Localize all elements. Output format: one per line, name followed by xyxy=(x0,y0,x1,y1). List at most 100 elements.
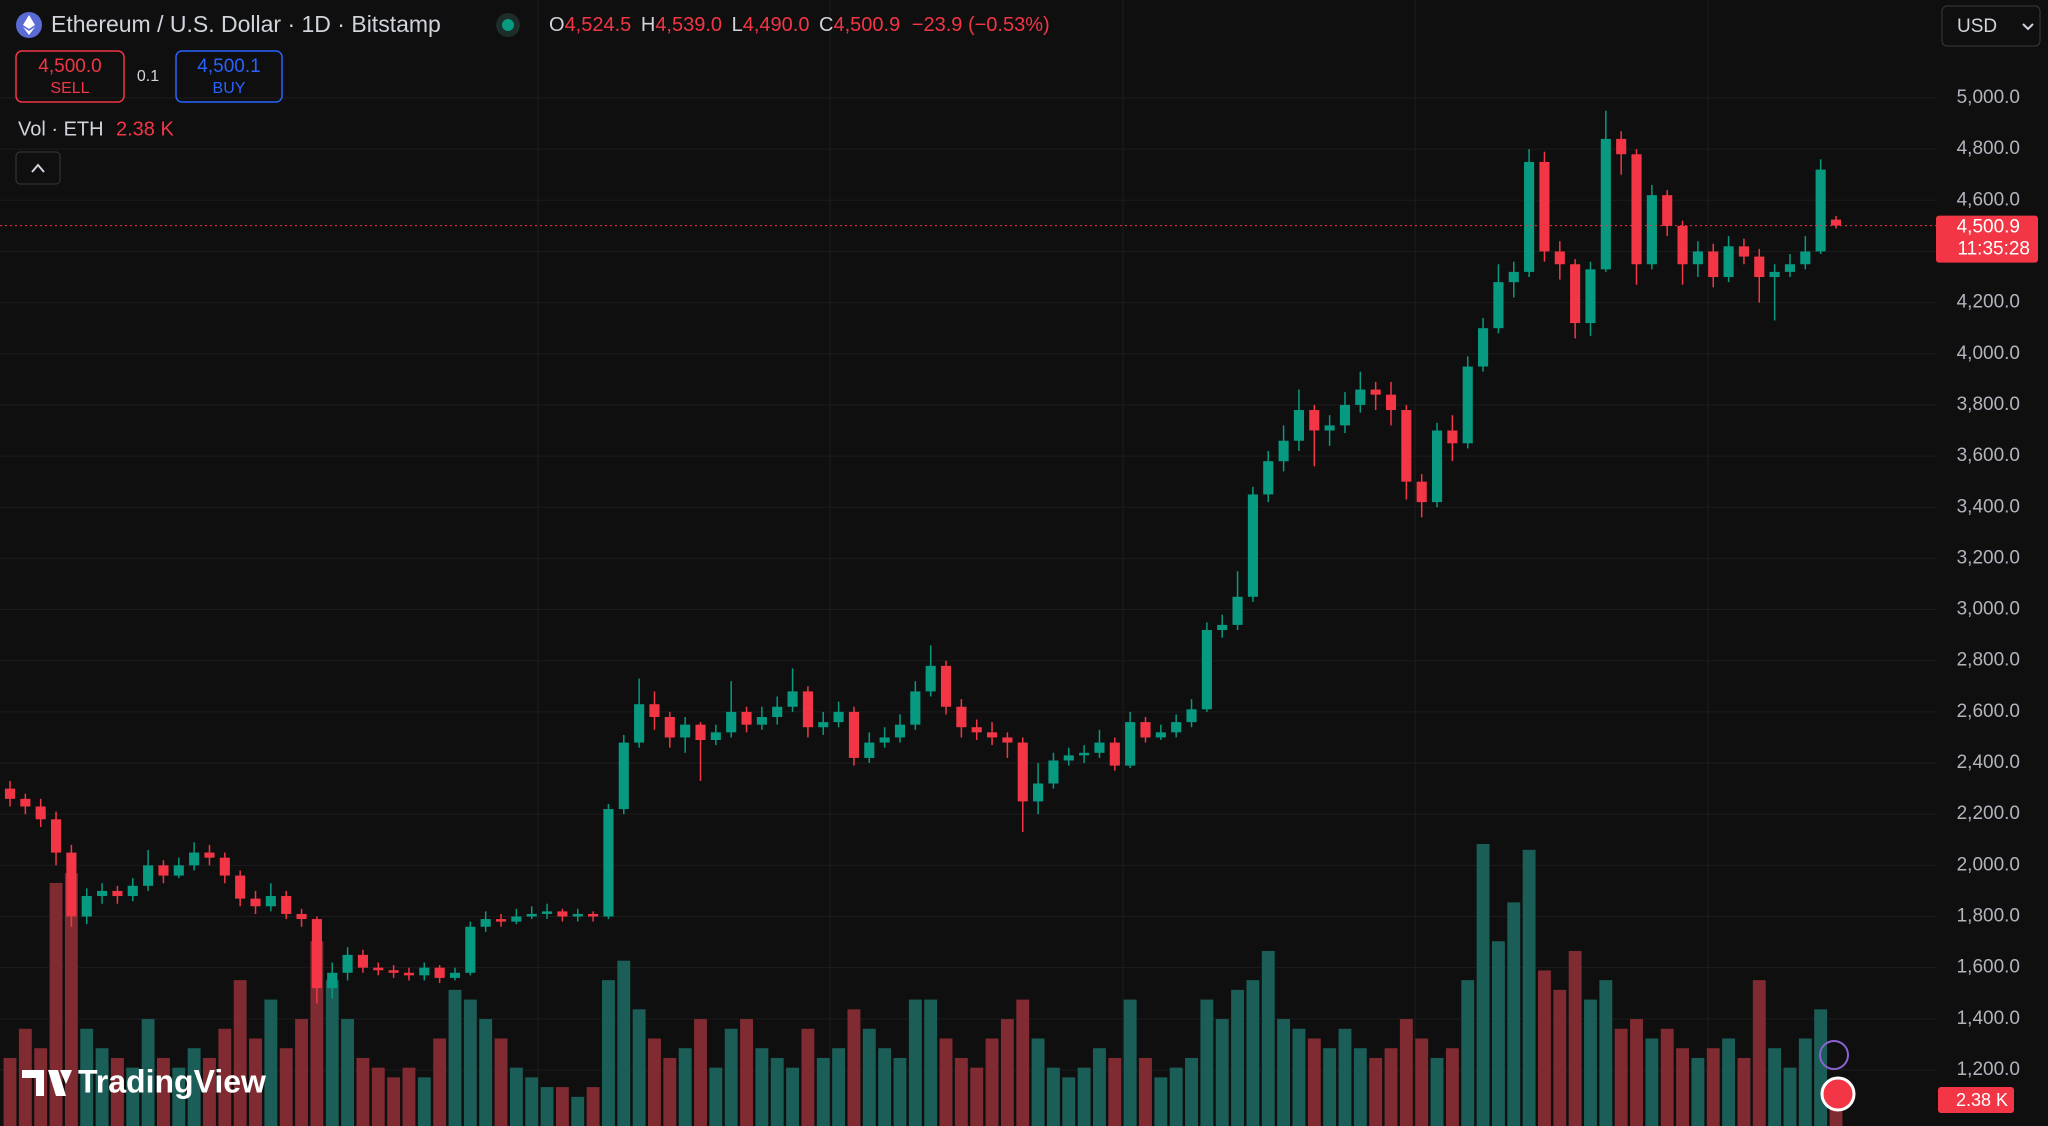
candle-body xyxy=(1769,271,1780,278)
volume-bar xyxy=(878,1048,892,1126)
volume-bar xyxy=(1169,1067,1183,1126)
candle-body xyxy=(327,972,338,989)
volume-bar xyxy=(64,873,78,1126)
candle-body xyxy=(1478,328,1489,367)
candle-body xyxy=(1600,138,1611,270)
volume-bar xyxy=(1000,1019,1014,1126)
region-flag[interactable] xyxy=(1820,1076,1856,1112)
volume-bar xyxy=(341,1019,355,1126)
candle-body xyxy=(710,732,721,741)
candle-body xyxy=(1355,389,1366,405)
y-tick-label: 4,600.0 xyxy=(1957,189,2020,210)
candle-body xyxy=(1738,246,1749,257)
y-tick-label: 1,800.0 xyxy=(1957,906,2020,927)
candle-body xyxy=(664,716,675,738)
volume-bar xyxy=(1645,1038,1659,1126)
candle-body xyxy=(848,711,860,758)
volume-bar xyxy=(601,980,615,1126)
candle-body xyxy=(204,852,215,858)
collapse-button[interactable] xyxy=(15,151,61,185)
candle-body xyxy=(4,788,16,799)
change: −23.9 (−0.53%) xyxy=(912,14,1050,36)
volume-bar xyxy=(463,999,477,1126)
candle-body xyxy=(143,865,154,886)
candle-body xyxy=(1263,461,1274,495)
candle-body xyxy=(1616,138,1627,155)
ohlc-value: 4,539.0 xyxy=(655,14,722,36)
candles xyxy=(4,110,1842,1004)
candle-body xyxy=(695,724,706,741)
volume-bar xyxy=(770,1057,784,1126)
candle-body xyxy=(342,954,353,973)
candle-body xyxy=(603,809,614,917)
volume-bar xyxy=(617,960,631,1126)
candle-body xyxy=(97,890,108,897)
volume-bar xyxy=(1046,1067,1060,1126)
currency-select[interactable] xyxy=(1941,5,2041,47)
volume-bar xyxy=(678,1048,692,1126)
volume-bar xyxy=(126,1067,140,1126)
candle-body xyxy=(403,972,415,976)
volume-bar xyxy=(755,1048,769,1126)
candle-body xyxy=(1370,389,1381,395)
y-tick-label: 1,400.0 xyxy=(1957,1008,2020,1029)
candle-body xyxy=(1631,154,1642,265)
candle-body xyxy=(910,691,921,725)
brand-logo xyxy=(22,1070,72,1096)
candle-body xyxy=(741,711,752,725)
volume-bar xyxy=(1384,1048,1398,1126)
volume-bar xyxy=(1538,970,1551,1126)
candle-body xyxy=(1324,425,1335,431)
candle-body xyxy=(235,875,246,899)
candle-body xyxy=(35,806,46,820)
volume-bar xyxy=(1031,1038,1045,1126)
candle-body xyxy=(649,704,660,717)
volume-bar xyxy=(141,1019,155,1126)
candle-body xyxy=(1462,366,1473,444)
volume-bar xyxy=(1415,1038,1429,1126)
sell-button[interactable] xyxy=(15,50,125,103)
volume-bar xyxy=(1338,1028,1352,1126)
candle-body xyxy=(434,967,445,978)
volume-bar xyxy=(1108,1057,1122,1126)
volume-bar xyxy=(509,1067,523,1126)
candle-body xyxy=(1585,269,1596,324)
candle-body xyxy=(971,727,982,733)
candle-body xyxy=(1401,410,1412,482)
assistant-icon[interactable] xyxy=(1819,1040,1849,1070)
volume-bar xyxy=(1676,1048,1689,1126)
ohlc-value: 4,524.5 xyxy=(565,14,632,36)
candle-body xyxy=(802,691,813,728)
candle-body xyxy=(465,926,476,973)
y-tick-label: 3,000.0 xyxy=(1957,599,2020,620)
volume-bar xyxy=(110,1057,124,1126)
candle-body xyxy=(66,852,77,917)
candle-body xyxy=(1155,732,1166,738)
volume-bar xyxy=(1722,1038,1736,1126)
buy-button[interactable] xyxy=(175,50,283,103)
volume-bar xyxy=(740,1019,753,1126)
candle-body xyxy=(526,913,537,917)
candle-body xyxy=(173,865,184,876)
volume-bar xyxy=(1123,999,1137,1126)
sell-price: 4,500.0 xyxy=(38,56,101,77)
volume-bar xyxy=(157,1057,170,1126)
volume-bar xyxy=(786,1067,800,1126)
y-tick-label: 3,400.0 xyxy=(1957,496,2020,517)
volume-bar xyxy=(694,1019,707,1126)
candle-body xyxy=(265,896,276,907)
candle-body xyxy=(864,742,875,758)
volume-bar xyxy=(1062,1077,1076,1126)
y-tick-label: 2,800.0 xyxy=(1957,650,2020,671)
candle-body xyxy=(112,890,123,897)
candle-body xyxy=(1431,430,1443,503)
candle-body xyxy=(296,913,307,920)
volume-bar xyxy=(586,1087,600,1126)
candle-body xyxy=(1186,709,1197,723)
volume-bar xyxy=(632,1009,646,1126)
candle-body xyxy=(1830,219,1842,226)
quantity[interactable]: 0.1 xyxy=(137,68,159,85)
candle-body xyxy=(357,954,368,968)
candle-body xyxy=(818,722,829,728)
